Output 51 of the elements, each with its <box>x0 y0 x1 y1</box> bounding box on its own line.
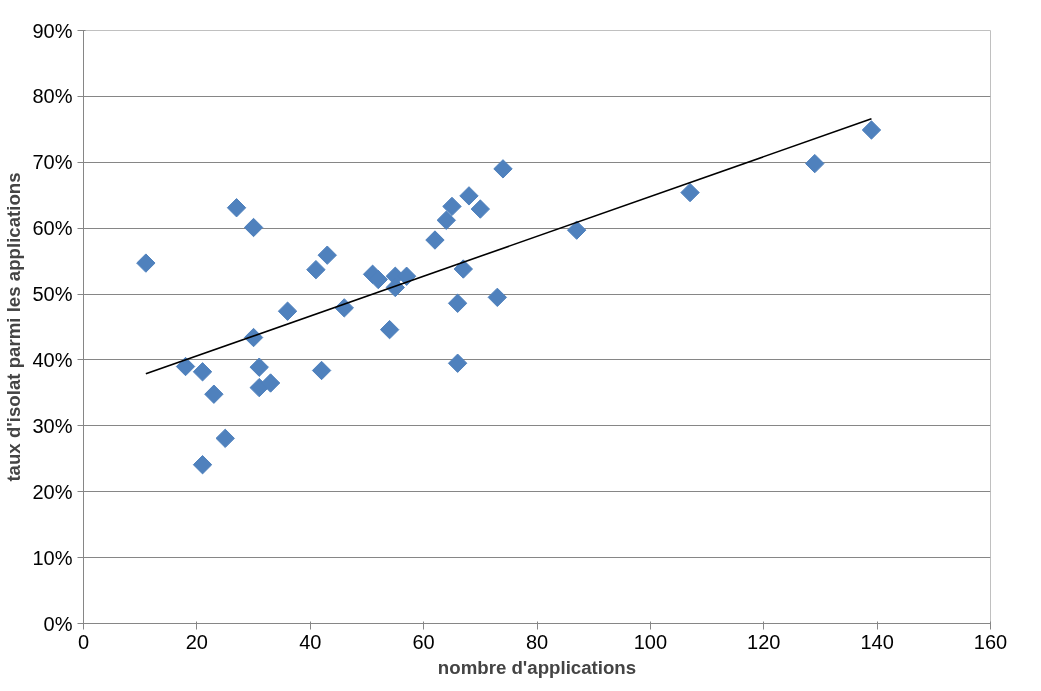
x-tick-label: 100 <box>633 630 668 653</box>
point <box>226 198 247 218</box>
point <box>470 199 490 219</box>
point <box>379 319 400 340</box>
point <box>459 186 479 206</box>
point <box>425 230 445 250</box>
point <box>442 196 462 217</box>
point <box>368 269 388 290</box>
point <box>680 182 700 203</box>
y-tick-label: 70% <box>32 151 73 174</box>
point <box>447 353 468 373</box>
point <box>306 259 326 280</box>
point <box>192 455 213 475</box>
point <box>249 357 269 377</box>
point <box>311 360 332 381</box>
y-axis-title: taux d'isolat parmi les applications <box>3 172 25 482</box>
x-tick-label: 80 <box>525 630 549 653</box>
y-tick-label: 90% <box>32 19 73 42</box>
y-tick-label: 80% <box>32 85 73 108</box>
x-axis-title: nombre d'applications <box>437 656 637 678</box>
y-tick-label: 60% <box>32 217 73 240</box>
point <box>277 301 298 321</box>
point <box>204 384 224 404</box>
x-tick-label: 160 <box>973 630 1008 653</box>
point <box>861 120 882 140</box>
y-tick-label: 50% <box>32 283 73 306</box>
point <box>487 287 508 308</box>
point <box>175 356 196 377</box>
y-tick-label: 10% <box>32 546 73 569</box>
point <box>215 428 235 449</box>
point <box>260 373 281 393</box>
x-tick-label: 0 <box>77 630 90 653</box>
y-tick-label: 0% <box>43 612 73 635</box>
point <box>447 293 468 313</box>
x-tick-label: 20 <box>185 630 208 653</box>
point <box>566 220 587 240</box>
y-tick-label: 30% <box>32 414 73 437</box>
x-tick-label: 40 <box>299 630 322 653</box>
x-tick-label: 60 <box>412 630 435 653</box>
point <box>317 245 337 265</box>
x-tick-label: 120 <box>747 630 781 653</box>
point <box>243 217 264 238</box>
point <box>805 153 825 174</box>
point <box>493 159 513 179</box>
y-tick-label: 20% <box>32 480 73 503</box>
point <box>436 210 456 230</box>
point <box>453 259 473 279</box>
point <box>136 253 156 273</box>
point <box>192 362 213 382</box>
x-tick-label: 140 <box>860 630 894 653</box>
y-tick-label: 40% <box>32 348 73 371</box>
